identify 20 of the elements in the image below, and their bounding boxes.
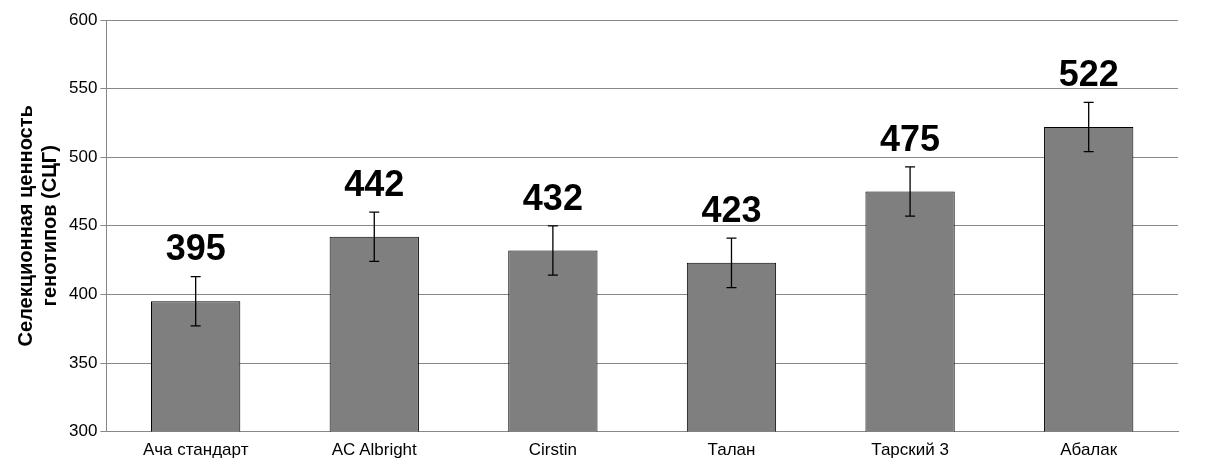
- data-label: 475: [880, 117, 941, 159]
- data-label: 432: [522, 176, 583, 218]
- data-label: 442: [344, 163, 405, 204]
- y-tick-label: 450: [68, 215, 98, 235]
- y-tick-label: 400: [68, 284, 98, 304]
- y-tick-label: 350: [68, 352, 98, 372]
- x-tick-label: Тарский 3: [871, 440, 949, 460]
- y-tick-label: 550: [68, 78, 98, 98]
- x-tick-label: Абалак: [1060, 440, 1118, 460]
- y-tick-label: 600: [68, 9, 98, 29]
- data-label: 395: [165, 227, 226, 269]
- data-label: 423: [701, 189, 762, 231]
- y-tick-label: 300: [68, 421, 98, 441]
- x-tick-label: Талан: [707, 440, 756, 460]
- x-tick-label: Cirstin: [528, 440, 577, 460]
- x-tick-label: Ача стандарт: [142, 440, 249, 460]
- data-label: 522: [1058, 53, 1119, 95]
- y-axis-title: Селекционная ценность генотипов (СЦГ): [13, 105, 60, 347]
- y-tick-label: 500: [68, 146, 98, 166]
- x-tick-label: AC Albright: [331, 440, 418, 460]
